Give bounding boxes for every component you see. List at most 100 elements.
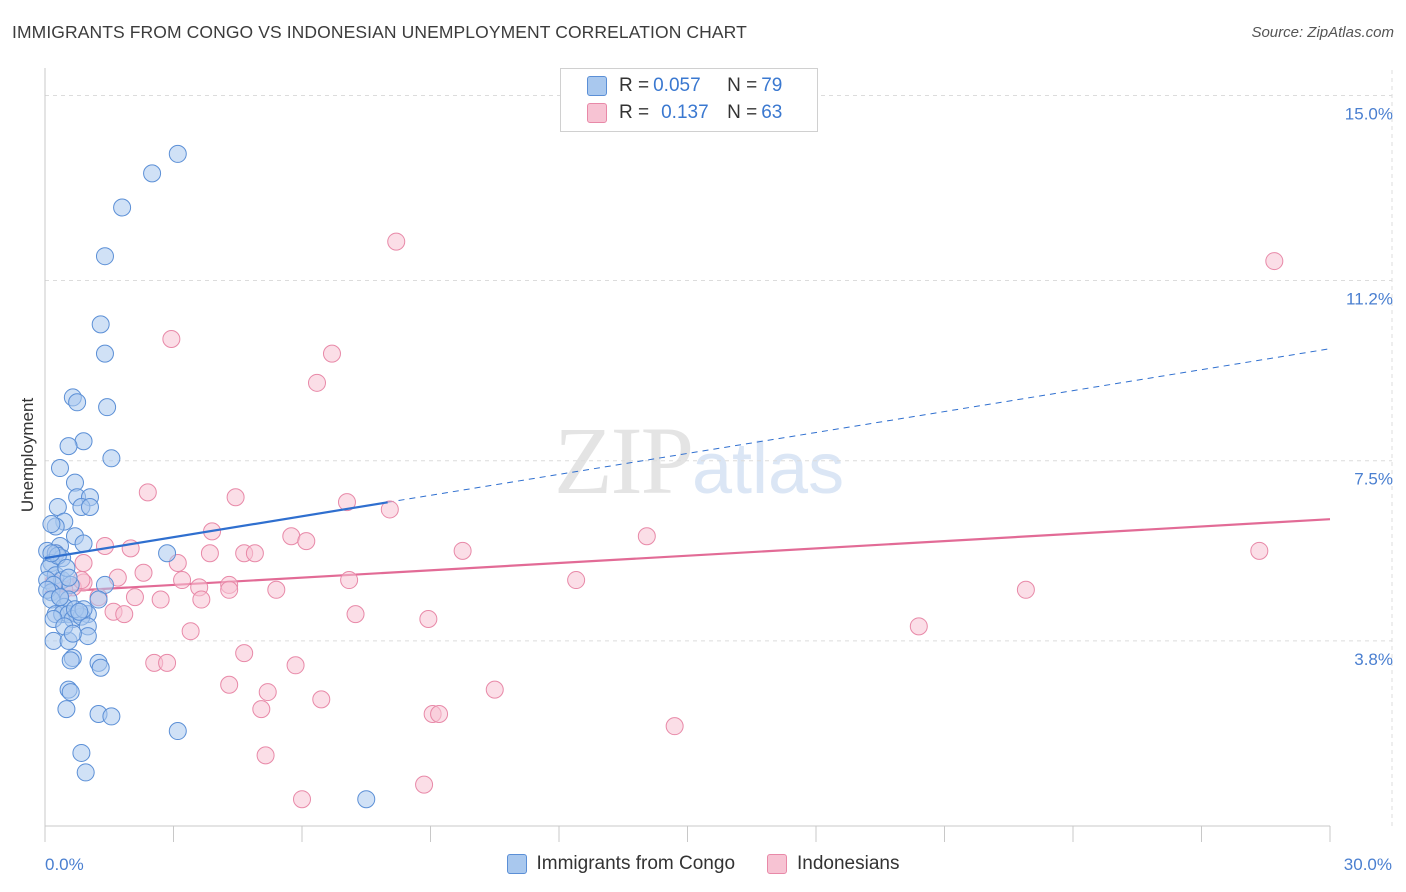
congo-point — [102, 449, 121, 468]
indonesians-point — [286, 656, 305, 675]
indonesians-point — [125, 588, 144, 607]
congo-point — [91, 658, 110, 677]
congo-trend-extension — [387, 348, 1331, 503]
congo-point — [158, 544, 177, 563]
indonesians-point — [200, 544, 219, 563]
indonesians-point — [181, 622, 200, 641]
indonesians-point — [95, 536, 114, 555]
legend-row-congo: R = 0.057 N = 79 — [587, 73, 782, 99]
indonesians-point — [158, 653, 177, 672]
y-tick-label: 11.2% — [1346, 290, 1393, 309]
congo-point — [42, 515, 61, 534]
indonesians-point — [307, 373, 326, 392]
congo-point — [78, 627, 97, 646]
legend-item-congo[interactable]: Immigrants from Congo — [506, 853, 736, 875]
indonesians-point — [220, 580, 239, 599]
indonesians-point — [252, 700, 271, 719]
congo-point — [50, 459, 69, 478]
indonesians-point — [245, 544, 264, 563]
indonesians-point — [430, 704, 449, 723]
congo-point — [63, 624, 82, 643]
congo-point — [168, 144, 187, 163]
congo-point — [59, 437, 78, 456]
indonesians-point — [297, 532, 316, 551]
congo-point — [72, 743, 91, 762]
congo-point — [95, 247, 114, 266]
indonesians-point — [337, 493, 356, 512]
legend-item-indonesians[interactable]: Indonesians — [767, 853, 899, 875]
n-value: 63 — [761, 102, 783, 123]
indonesians-point — [220, 675, 239, 694]
indonesians-point — [267, 580, 286, 599]
indonesians-point — [322, 344, 341, 363]
indonesians-point — [138, 483, 157, 502]
indonesians-point — [162, 329, 181, 348]
congo-trend-line — [44, 501, 388, 560]
congo-point — [74, 534, 93, 553]
congo-point — [61, 651, 80, 670]
indonesians-point — [226, 488, 245, 507]
pink-swatch — [587, 103, 607, 123]
indonesians-point — [258, 683, 277, 702]
indonesians-point — [192, 590, 211, 609]
indonesians-point — [115, 605, 134, 624]
correlation-legend: R = 0.057 N = 79 R = 0.137 N = 63 — [560, 68, 818, 132]
indonesians-point — [665, 717, 684, 736]
legend-label: Indonesians — [797, 853, 900, 874]
indonesians-point — [293, 790, 311, 809]
congo-point — [42, 544, 61, 563]
congo-point — [70, 602, 89, 621]
congo-point — [57, 700, 76, 719]
indonesians-point — [173, 571, 192, 590]
congo-point — [168, 722, 187, 741]
congo-point — [89, 590, 108, 609]
indonesians-point — [387, 232, 406, 251]
indonesians-point — [1016, 580, 1035, 599]
indonesians-point — [74, 554, 93, 573]
x-tick-label: 30.0% — [1344, 855, 1392, 874]
indonesians-point — [485, 680, 504, 699]
indonesians-point — [340, 571, 359, 590]
legend-row-indonesians: R = 0.137 N = 63 — [587, 100, 782, 126]
y-tick-label: 7.5% — [1354, 470, 1393, 489]
indonesians-point — [567, 571, 586, 590]
axes — [44, 68, 1331, 842]
r-label: R = — [619, 75, 650, 96]
pink-swatch — [767, 854, 788, 874]
indonesians-point — [282, 527, 301, 546]
indonesians-point — [380, 500, 399, 519]
n-label: N = — [727, 75, 758, 96]
congo-point — [61, 683, 80, 702]
congo-point — [98, 398, 117, 417]
y-tick-label: 15.0% — [1345, 104, 1393, 123]
congo-point — [95, 344, 114, 363]
congo-point — [91, 315, 110, 334]
indonesians-point — [909, 617, 928, 636]
indonesians-point — [134, 563, 153, 582]
congo-point — [44, 631, 63, 650]
series-legend: Immigrants from Congo Indonesians — [0, 852, 1406, 876]
congo-point — [80, 498, 99, 517]
congo-point — [143, 164, 162, 183]
indonesians-point — [637, 527, 656, 546]
indonesians-point — [151, 590, 170, 609]
n-label: N = — [727, 102, 758, 123]
blue-swatch — [587, 76, 607, 96]
indonesians-point — [235, 644, 254, 663]
congo-point — [59, 568, 78, 587]
congo-point — [357, 790, 376, 809]
watermark-atlas: atlas — [692, 429, 845, 509]
blue-swatch — [506, 854, 527, 874]
legend-label: Immigrants from Congo — [536, 853, 736, 874]
indonesians-point — [1250, 541, 1269, 560]
data-points — [38, 144, 1284, 809]
indonesians-point — [453, 541, 472, 560]
x-tick-label: 0.0% — [45, 855, 84, 874]
watermark: ZIPatlas — [554, 405, 844, 516]
y-tick-label: 3.8% — [1354, 650, 1393, 669]
congo-point — [68, 393, 87, 412]
tick-labels: 3.8% 7.5% 11.2% 15.0% 0.0% 30.0% — [45, 104, 1393, 874]
r-label: R = — [619, 102, 650, 123]
trend-lines — [44, 348, 1331, 594]
